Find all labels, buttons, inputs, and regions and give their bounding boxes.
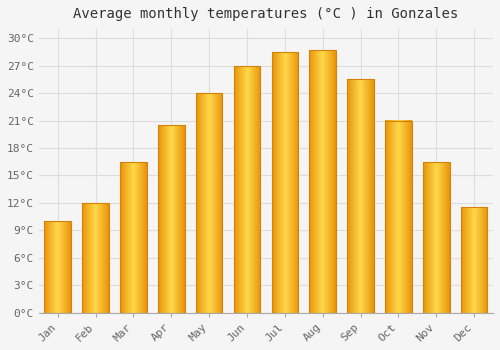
Bar (423, 162, 450, 313)
Bar (461, 208, 487, 313)
Bar (348, 79, 374, 313)
Bar (385, 120, 411, 313)
Bar (196, 93, 222, 313)
Bar (158, 125, 184, 313)
Bar (44, 221, 71, 313)
Bar (120, 162, 146, 313)
Bar (82, 203, 109, 313)
Bar (234, 66, 260, 313)
Title: Average monthly temperatures (°C ) in Gonzales: Average monthly temperatures (°C ) in Go… (74, 7, 458, 21)
Bar (310, 50, 336, 313)
Bar (272, 52, 298, 313)
